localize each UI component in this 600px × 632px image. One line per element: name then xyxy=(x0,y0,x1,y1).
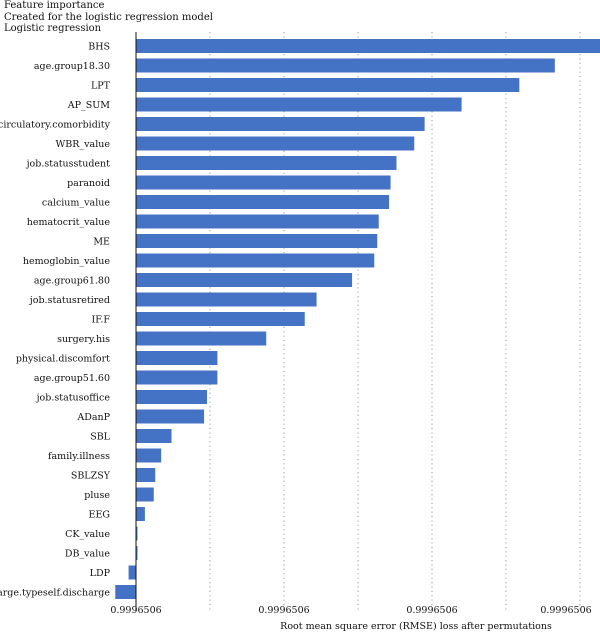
y-tick-label: BHS xyxy=(88,42,110,53)
chart-subtitle: Created for the logistic regression mode… xyxy=(4,11,213,23)
bar-hematocrit_value xyxy=(136,214,379,229)
bar-ME xyxy=(136,234,378,248)
bar-age.group18.30 xyxy=(136,58,555,73)
y-tick-label: age.group18.30 xyxy=(34,61,110,72)
y-tick-label: hematocrit_value xyxy=(27,217,111,228)
bar-job.statusretired xyxy=(136,292,317,307)
bar-ADanP xyxy=(136,409,205,424)
y-tick-label: calcium_value xyxy=(42,198,110,209)
bar-calcium_value xyxy=(136,195,390,209)
y-tick-label: family.illness xyxy=(48,451,110,462)
bar-paranoid xyxy=(136,175,391,190)
y-tick-label: SBL xyxy=(90,432,110,443)
bar-pluse xyxy=(136,487,154,502)
y-tick-label: IF.F xyxy=(92,315,111,326)
bar-LDP xyxy=(128,565,136,580)
bar-AP_SUM xyxy=(136,97,462,112)
bar-CK_value xyxy=(136,526,138,541)
bars xyxy=(115,39,600,599)
bar-job.statusstudent xyxy=(136,156,397,170)
y-tick-label: DB_value xyxy=(65,549,111,560)
bar-BHS xyxy=(136,39,600,53)
y-tick-label: ADanP xyxy=(76,412,110,423)
bar-EEG xyxy=(136,507,145,521)
y-tick-label: age.group61.80 xyxy=(34,276,110,287)
bar-age.group61.80 xyxy=(136,273,353,287)
x-axis-label: Root mean square error (RMSE) loss after… xyxy=(280,621,552,632)
y-tick-label: LDP xyxy=(90,568,111,579)
y-tick-label: hemoglobin_value xyxy=(23,256,110,267)
bar-SBLZSY xyxy=(136,468,156,482)
y-tick-label: WBR_value xyxy=(56,139,111,150)
bar-hemoglobin_value xyxy=(136,253,375,268)
x-tick-label: 0.9996506 xyxy=(406,605,457,616)
y-tick-label: job.statusstudent xyxy=(26,159,111,170)
y-tick-label: LPT xyxy=(91,81,111,92)
bar-discharge.typeself.discharge xyxy=(115,585,136,599)
y-tick-label: discharge.typeself.discharge xyxy=(0,588,110,599)
x-tick-label: 0.9996506 xyxy=(258,605,309,616)
bar-DB_value xyxy=(136,546,138,560)
bar-IF.F xyxy=(136,312,305,326)
y-tick-label: AP_SUM xyxy=(67,100,111,111)
bar-physical.discomfort xyxy=(136,351,218,365)
y-tick-label: circulatory.comorbidity xyxy=(0,120,111,131)
y-tick-label: job.statusretired xyxy=(29,295,110,306)
chart-title: Feature importance xyxy=(4,0,105,11)
y-tick-label: EEG xyxy=(89,510,110,521)
y-tick-label: physical.discomfort xyxy=(16,354,110,365)
bar-age.group51.60 xyxy=(136,370,218,385)
bar-LPT xyxy=(136,78,520,92)
y-tick-label: CK_value xyxy=(65,529,110,540)
y-tick-labels: BHS age.group18.30 LPT AP_SUM circulatory.co… xyxy=(0,42,111,599)
y-tick-label: job.statusoffice xyxy=(36,393,111,404)
y-tick-label: age.group51.60 xyxy=(34,373,110,384)
bar-surgery.his xyxy=(136,331,267,346)
x-tick-labels: 0.9996506 0.9996506 0.9996506 0.9996506 xyxy=(110,605,591,616)
x-tick-label: 0.9996506 xyxy=(540,605,591,616)
bar-circulatory.comorbidity xyxy=(136,117,425,131)
y-tick-label: SBLZSY xyxy=(71,471,111,482)
bar-job.statusoffice xyxy=(136,390,208,404)
y-tick-label: paranoid xyxy=(67,178,110,189)
bar-WBR_value xyxy=(136,136,415,151)
model-label: Logistic regression xyxy=(4,23,102,34)
y-tick-label: ME xyxy=(93,237,110,248)
y-tick-label: pluse xyxy=(84,490,110,501)
bar-SBL xyxy=(136,429,172,443)
y-tick-label: surgery.his xyxy=(57,334,110,345)
chart-titles: Feature importance Created for the logis… xyxy=(4,0,213,35)
bar-family.illness xyxy=(136,448,162,463)
